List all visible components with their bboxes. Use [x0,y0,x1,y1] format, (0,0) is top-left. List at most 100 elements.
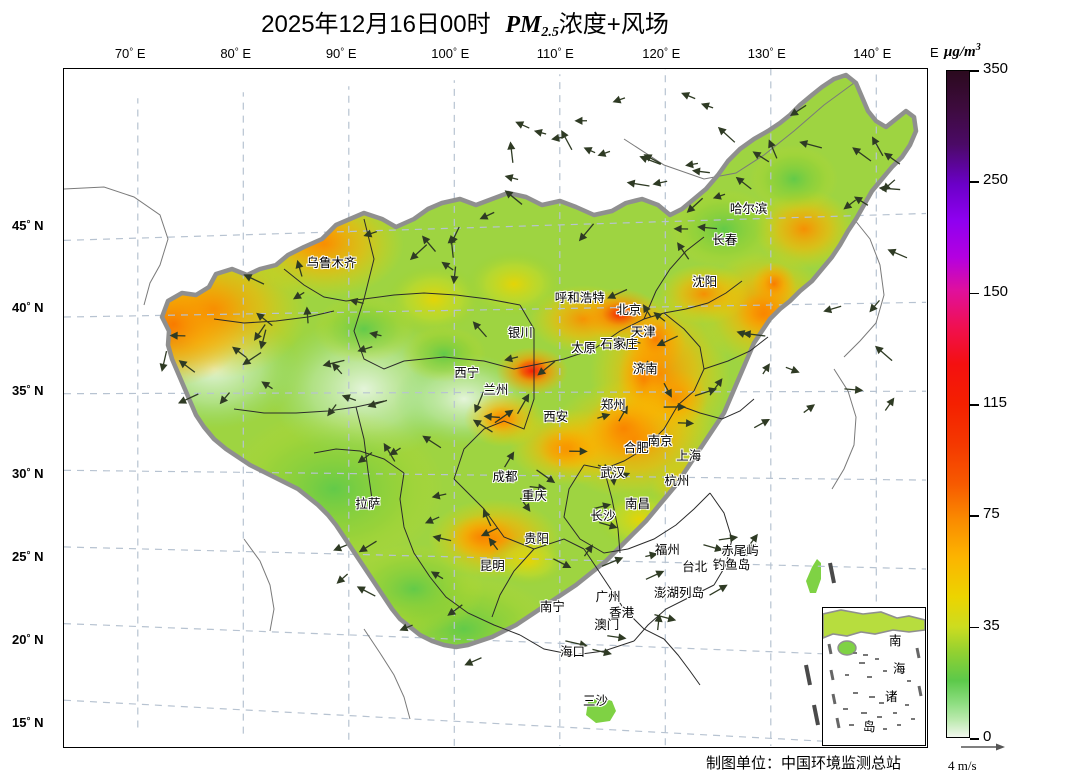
wind-arrow [507,141,516,163]
province-boundary-1 [403,356,535,370]
colorbar-tick-label-115: 115 [983,394,1007,411]
province-boundary-3 [453,478,585,550]
wind-arrow [243,274,265,285]
wind-arrow [628,337,641,346]
wind-arrow [677,419,695,428]
lon-tick-label-140: 140° E [853,46,892,61]
wind-arrow [295,259,304,277]
lon-tick-label-70: 70° E [114,46,146,61]
province-boundary-0 [353,218,405,370]
wind-arrow [450,266,459,285]
lat-tick-label-30: 30° N [12,466,44,482]
inset-label-1: 海 [893,661,906,676]
province-boundary-2 [453,365,535,480]
wind-arrow [367,399,388,409]
map-canvas[interactable]: 乌鲁木齐 拉萨 西宁 兰州 银川 呼和浩特 太原 石家庄 北京 天津 济南 郑州 西安 沈阳 长春 哈尔滨 合肥… [63,68,928,748]
colorbar-tick-mark-350 [970,70,979,72]
inset-label-3: 岛 [863,719,876,734]
colorbar-tick-label-0: 0 [983,728,992,745]
wind-vector-field [159,92,908,666]
wind-arrow [424,516,440,524]
wind-arrow [753,418,771,429]
province-boundary-8 [563,464,629,554]
lon-last-label-e: E [930,45,939,60]
wind-arrow [718,534,739,543]
wind-arrow [742,330,766,339]
lat-tick-label-35: 35° N [12,383,44,399]
wind-arrow [654,613,663,631]
wind-arrow [874,345,893,362]
wind-arrow [599,521,618,530]
inset-map [823,609,925,730]
credit-text: 制图单位：中国环境监测总站 [706,754,902,772]
colorbar[interactable] [946,70,970,738]
wind-arrow [261,381,273,390]
wind-arrow [349,297,364,306]
title-pollutant: PM [505,12,542,38]
wind-arrow [447,234,456,258]
wind-arrow [472,419,493,433]
wind-arrow [681,92,696,100]
province-boundary-9 [627,492,711,550]
wind-arrow [389,447,401,456]
island-fill [586,559,821,723]
wind-arrow [882,179,896,191]
south-china-sea-inset[interactable]: 南海诸岛 [822,607,926,746]
wind-arrow [749,533,758,545]
wind-arrow [331,362,343,375]
colorbar-gradient [947,71,969,737]
wind-arrow [652,178,668,187]
wind-arrow [852,147,872,162]
wind-arrow [399,623,413,632]
wind-arrow [253,324,266,341]
wind-arrow [583,147,596,155]
wind-arrow [645,551,658,560]
wind-arrow [464,657,482,666]
wind-arrow [565,640,588,649]
wind-arrow [686,197,704,213]
graticule-parallel-45 [64,212,926,241]
colorbar-tick-label-150: 150 [983,282,1009,300]
wind-arrow [515,121,530,129]
colorbar-tick-mark-35 [970,626,979,629]
province-boundary-5 [533,312,665,366]
wind-arrow [231,346,247,359]
colorbar-tick-label-35: 35 [983,616,1000,634]
wind-arrow [494,409,514,424]
graticule-parallel-30 [64,469,926,481]
wind-arrow [583,544,593,557]
wind-arrow [785,365,800,374]
wind-arrow [333,543,347,552]
colorbar-unit-exponent: 3 [975,42,981,53]
inset-label-2: 诸 [885,689,898,704]
wind-arrow [663,382,672,398]
colorbar-tick-mark-0 [970,738,979,740]
wind-arrow [844,385,864,394]
wind-arrow [700,102,714,111]
wind-arrow [823,305,842,314]
wind-arrow [322,359,345,368]
wind-arrow [341,394,357,402]
wind-arrow [597,412,611,421]
lon-tick-label-100: 100° E [431,46,470,61]
province-boundary-14 [399,472,431,578]
wind-arrow [752,151,770,163]
inset-label-0: 南 [889,633,902,648]
wind-arrow [569,447,588,456]
page-title: 2025年12月16日00时 PM2.5浓度+风场 [0,4,930,41]
wind-arrow [612,95,626,104]
wind-arrow [709,378,723,396]
wind-arrow [169,331,186,340]
wind-arrow [887,248,908,259]
wind-arrow [626,179,650,188]
wind-arrow [697,223,718,232]
lat-tick-label-40: 40° N [12,300,44,316]
wind-arrow [739,548,754,557]
wind-arrow [159,351,168,372]
title-subscript: 2.5 [541,25,559,40]
province-boundary-23 [213,310,335,324]
wind-arrow [327,404,337,417]
lat-tick-label-20: 20° N [12,632,44,648]
lon-tick-label-130: 130° E [747,46,786,61]
colorbar-unit: μg/m3 [944,42,981,61]
